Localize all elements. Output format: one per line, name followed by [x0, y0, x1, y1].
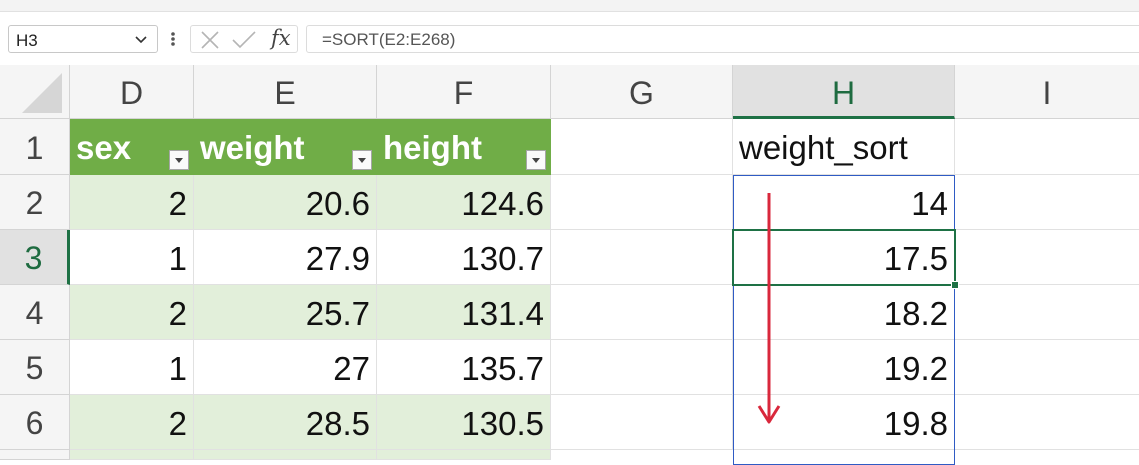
table-header-cell[interactable]: weight: [194, 119, 377, 175]
col-header-f[interactable]: F: [377, 65, 551, 119]
cell-g6[interactable]: [551, 395, 733, 450]
table-cell[interactable]: 131.4: [377, 285, 551, 340]
formula-buttons: fx: [190, 25, 298, 53]
cell-h1[interactable]: weight_sort: [733, 119, 955, 175]
row-header-3[interactable]: 3: [0, 230, 70, 285]
sorted-value-cell[interactable]: 18.2: [733, 285, 955, 340]
row-header-6[interactable]: 6: [0, 395, 70, 450]
cell-i1[interactable]: [955, 119, 1139, 175]
table-cell[interactable]: 27.9: [194, 230, 377, 285]
cell-i2[interactable]: [955, 175, 1139, 230]
title-bar-strip: [0, 0, 1139, 12]
row-header-5[interactable]: 5: [0, 340, 70, 395]
table-cell[interactable]: 20.6: [194, 175, 377, 230]
table-cell[interactable]: 135.7: [377, 340, 551, 395]
table-cell[interactable]: 2: [70, 395, 194, 450]
table-cell[interactable]: 1: [70, 230, 194, 285]
row-header-4[interactable]: 4: [0, 285, 70, 340]
chevron-down-icon[interactable]: [133, 31, 149, 47]
name-box-value: H3: [16, 31, 38, 50]
table-cell[interactable]: 2: [70, 175, 194, 230]
sorted-header-label: weight_sort: [739, 129, 908, 166]
table-cell[interactable]: 2: [70, 285, 194, 340]
formula-input[interactable]: =SORT(E2:E268): [306, 25, 1139, 53]
table-header-height: height: [383, 129, 482, 166]
table-cell[interactable]: 28.5: [194, 395, 377, 450]
col-header-d[interactable]: D: [70, 65, 194, 119]
cell-g3[interactable]: [551, 230, 733, 285]
table-cell[interactable]: [377, 450, 551, 460]
filter-dropdown-icon[interactable]: [526, 150, 546, 170]
table-cell[interactable]: 124.6: [377, 175, 551, 230]
enter-check-icon[interactable]: [231, 29, 257, 51]
col-header-g[interactable]: G: [551, 65, 733, 119]
row-header-7[interactable]: [0, 450, 70, 460]
more-options-icon[interactable]: [168, 26, 178, 52]
table-cell[interactable]: 130.5: [377, 395, 551, 450]
table-cell[interactable]: 27: [194, 340, 377, 395]
formula-text: =SORT(E2:E268): [322, 30, 456, 49]
row-header-1[interactable]: 1: [0, 119, 70, 175]
filter-dropdown-icon[interactable]: [169, 150, 189, 170]
cell-g2[interactable]: [551, 175, 733, 230]
filter-dropdown-icon[interactable]: [352, 150, 372, 170]
formula-bar: H3 fx =SORT(E2:E268): [0, 12, 1139, 65]
table-cell[interactable]: 1: [70, 340, 194, 395]
cell-i3[interactable]: [955, 230, 1139, 285]
table-header-sex: sex: [76, 129, 132, 166]
cell-g4[interactable]: [551, 285, 733, 340]
cell-g1[interactable]: [551, 119, 733, 175]
insert-function-icon[interactable]: fx: [271, 26, 291, 50]
name-box[interactable]: H3: [8, 25, 158, 53]
select-all-corner[interactable]: [0, 65, 70, 119]
table-header-cell[interactable]: sex: [70, 119, 194, 175]
cell-i4[interactable]: [955, 285, 1139, 340]
col-header-h[interactable]: H: [733, 65, 955, 119]
cell-g5[interactable]: [551, 340, 733, 395]
col-header-i[interactable]: I: [955, 65, 1139, 119]
col-header-e[interactable]: E: [194, 65, 377, 119]
row-header-2[interactable]: 2: [0, 175, 70, 230]
table-cell[interactable]: 25.7: [194, 285, 377, 340]
fill-handle[interactable]: [951, 281, 959, 289]
table-header-weight: weight: [200, 129, 305, 166]
table-cell[interactable]: 130.7: [377, 230, 551, 285]
cancel-icon[interactable]: [199, 29, 221, 51]
select-all-triangle-icon: [22, 73, 62, 113]
table-cell[interactable]: [70, 450, 194, 460]
cell-i6[interactable]: [955, 395, 1139, 450]
table-header-cell[interactable]: height: [377, 119, 551, 175]
worksheet-grid: D E F G H I 1 2 3 4 5 6 sex weight heigh…: [0, 65, 1139, 465]
sort-direction-arrow-icon: [757, 193, 781, 424]
table-cell[interactable]: [194, 450, 377, 460]
cell-i5[interactable]: [955, 340, 1139, 395]
